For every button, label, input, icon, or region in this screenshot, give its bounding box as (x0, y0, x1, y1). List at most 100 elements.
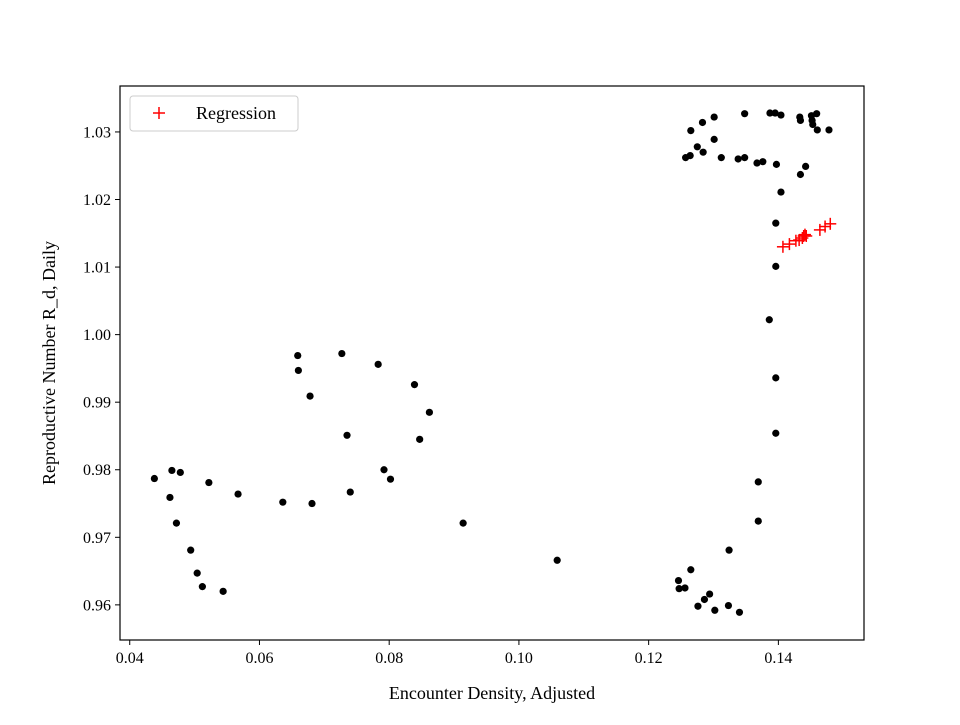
data-point (796, 116, 805, 125)
data-point (741, 154, 749, 162)
y-axis-label: Reproductive Number R_d, Daily (39, 241, 59, 485)
data-point (198, 583, 206, 591)
data-point (699, 148, 707, 156)
data-point (675, 585, 683, 593)
regression-point (824, 217, 837, 230)
data-point (693, 143, 701, 151)
data-point (759, 158, 767, 166)
plot-area (120, 86, 864, 640)
data-point (374, 360, 382, 368)
data-point (306, 392, 314, 400)
data-point (294, 366, 302, 375)
data-point (777, 111, 785, 119)
data-point (346, 488, 354, 496)
legend: Regression (129, 95, 299, 132)
data-point (234, 490, 242, 498)
regression-point (776, 240, 789, 253)
data-point (193, 569, 201, 577)
y-tick-label: 1.03 (83, 124, 111, 141)
x-tick-label: 0.08 (375, 650, 403, 667)
data-point (459, 519, 467, 527)
data-point (772, 374, 780, 382)
data-point (772, 219, 780, 227)
data-point (724, 601, 733, 610)
data-point (771, 109, 779, 117)
regression-point (819, 220, 832, 233)
data-point (380, 466, 388, 474)
data-point (343, 431, 351, 439)
y-tick-label: 0.97 (83, 530, 111, 547)
data-point (710, 135, 718, 143)
legend-box (129, 95, 299, 132)
data-point (813, 110, 821, 118)
data-point (735, 608, 744, 616)
y-tick-label: 1.01 (83, 260, 111, 277)
data-point (338, 349, 346, 358)
points-layer (150, 109, 837, 616)
data-point (772, 262, 780, 270)
data-point (753, 159, 761, 167)
data-point (681, 584, 689, 592)
data-point (553, 556, 561, 564)
data-point (698, 118, 707, 127)
data-point (813, 126, 821, 134)
data-point (754, 517, 762, 525)
data-point (754, 478, 762, 486)
data-point (219, 587, 227, 595)
data-point (425, 408, 434, 416)
regression-point (800, 229, 813, 242)
ticks-layer: 0.04 0.06 0.08 0.10 0.12 0.14 0.96 0.97 0.98 0.99… (83, 124, 792, 667)
legend-label-regression: Regression (196, 103, 276, 123)
data-point (150, 474, 158, 483)
x-axis-label: Encounter Density, Adjusted (389, 683, 595, 703)
data-point (725, 546, 733, 554)
data-point (694, 602, 702, 610)
data-point (416, 435, 424, 443)
data-point (717, 154, 725, 162)
data-point (674, 576, 683, 585)
data-point (279, 498, 287, 506)
data-point (765, 316, 773, 324)
plot-frame (119, 85, 865, 641)
data-point (711, 606, 719, 614)
data-point (166, 493, 174, 502)
y-tick-label: 0.96 (83, 597, 111, 614)
x-tick-label: 0.06 (245, 650, 273, 667)
data-point (687, 126, 695, 135)
y-tick-label: 0.98 (83, 462, 111, 479)
data-point (825, 126, 833, 134)
data-point (766, 109, 774, 117)
legend-marker-regression (153, 107, 165, 119)
y-tick-label: 0.99 (83, 395, 111, 412)
data-point (809, 120, 817, 129)
data-point (796, 170, 805, 179)
y-tick-label: 1.00 (83, 327, 111, 344)
regression-point (798, 228, 811, 241)
data-point (700, 595, 709, 604)
data-point (772, 429, 780, 437)
data-point (410, 381, 419, 389)
x-tick-label: 0.04 (116, 650, 144, 667)
data-point (308, 499, 316, 508)
data-point (386, 475, 395, 483)
y-tick-label: 1.02 (83, 192, 111, 209)
data-point (734, 155, 742, 163)
data-point (176, 468, 184, 477)
x-tick-label: 0.14 (764, 650, 792, 667)
data-point (172, 519, 181, 527)
data-point (687, 566, 695, 574)
data-point (777, 188, 785, 196)
data-point (741, 110, 749, 118)
data-point (772, 160, 781, 168)
data-point (294, 351, 302, 360)
data-point (706, 590, 714, 598)
data-point (168, 466, 176, 475)
data-point (205, 478, 213, 487)
x-tick-label: 0.12 (635, 650, 663, 667)
data-point (710, 113, 718, 121)
data-point (686, 151, 694, 160)
regression-point (783, 238, 796, 251)
legend-plus-marker (153, 107, 165, 119)
